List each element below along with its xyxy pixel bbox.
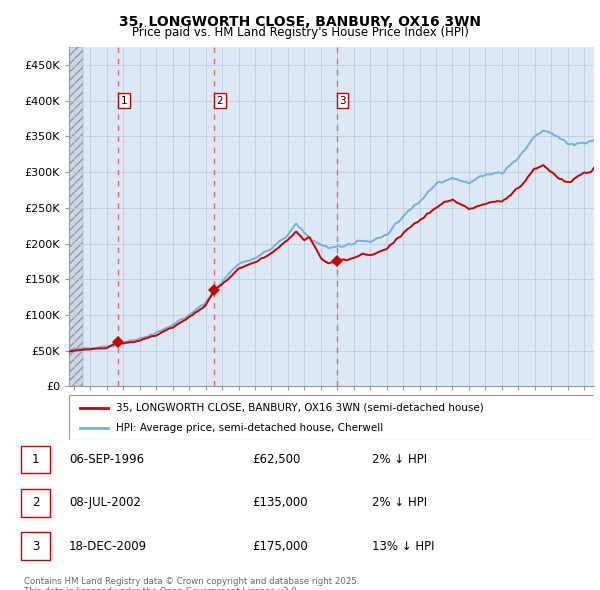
Text: 3: 3 [339, 96, 346, 106]
Text: 06-SEP-1996: 06-SEP-1996 [69, 453, 144, 467]
Text: Price paid vs. HM Land Registry's House Price Index (HPI): Price paid vs. HM Land Registry's House … [131, 26, 469, 39]
Text: £135,000: £135,000 [252, 496, 308, 510]
Text: £62,500: £62,500 [252, 453, 301, 467]
Text: 2% ↓ HPI: 2% ↓ HPI [372, 453, 427, 467]
Text: 35, LONGWORTH CLOSE, BANBURY, OX16 3WN: 35, LONGWORTH CLOSE, BANBURY, OX16 3WN [119, 15, 481, 29]
Bar [69, 47, 83, 386]
Text: 13% ↓ HPI: 13% ↓ HPI [372, 539, 434, 553]
Text: 2: 2 [217, 96, 223, 106]
Text: 08-JUL-2002: 08-JUL-2002 [69, 496, 141, 510]
Text: Contains HM Land Registry data © Crown copyright and database right 2025.
This d: Contains HM Land Registry data © Crown c… [24, 577, 359, 590]
Text: 18-DEC-2009: 18-DEC-2009 [69, 539, 147, 553]
Text: HPI: Average price, semi-detached house, Cherwell: HPI: Average price, semi-detached house,… [116, 424, 383, 434]
Text: 1: 1 [121, 96, 127, 106]
Text: 2% ↓ HPI: 2% ↓ HPI [372, 496, 427, 510]
Text: 2: 2 [32, 496, 39, 510]
Text: 35, LONGWORTH CLOSE, BANBURY, OX16 3WN (semi-detached house): 35, LONGWORTH CLOSE, BANBURY, OX16 3WN (… [116, 403, 484, 412]
Text: £175,000: £175,000 [252, 539, 308, 553]
Text: 1: 1 [32, 453, 39, 467]
Text: 3: 3 [32, 539, 39, 553]
